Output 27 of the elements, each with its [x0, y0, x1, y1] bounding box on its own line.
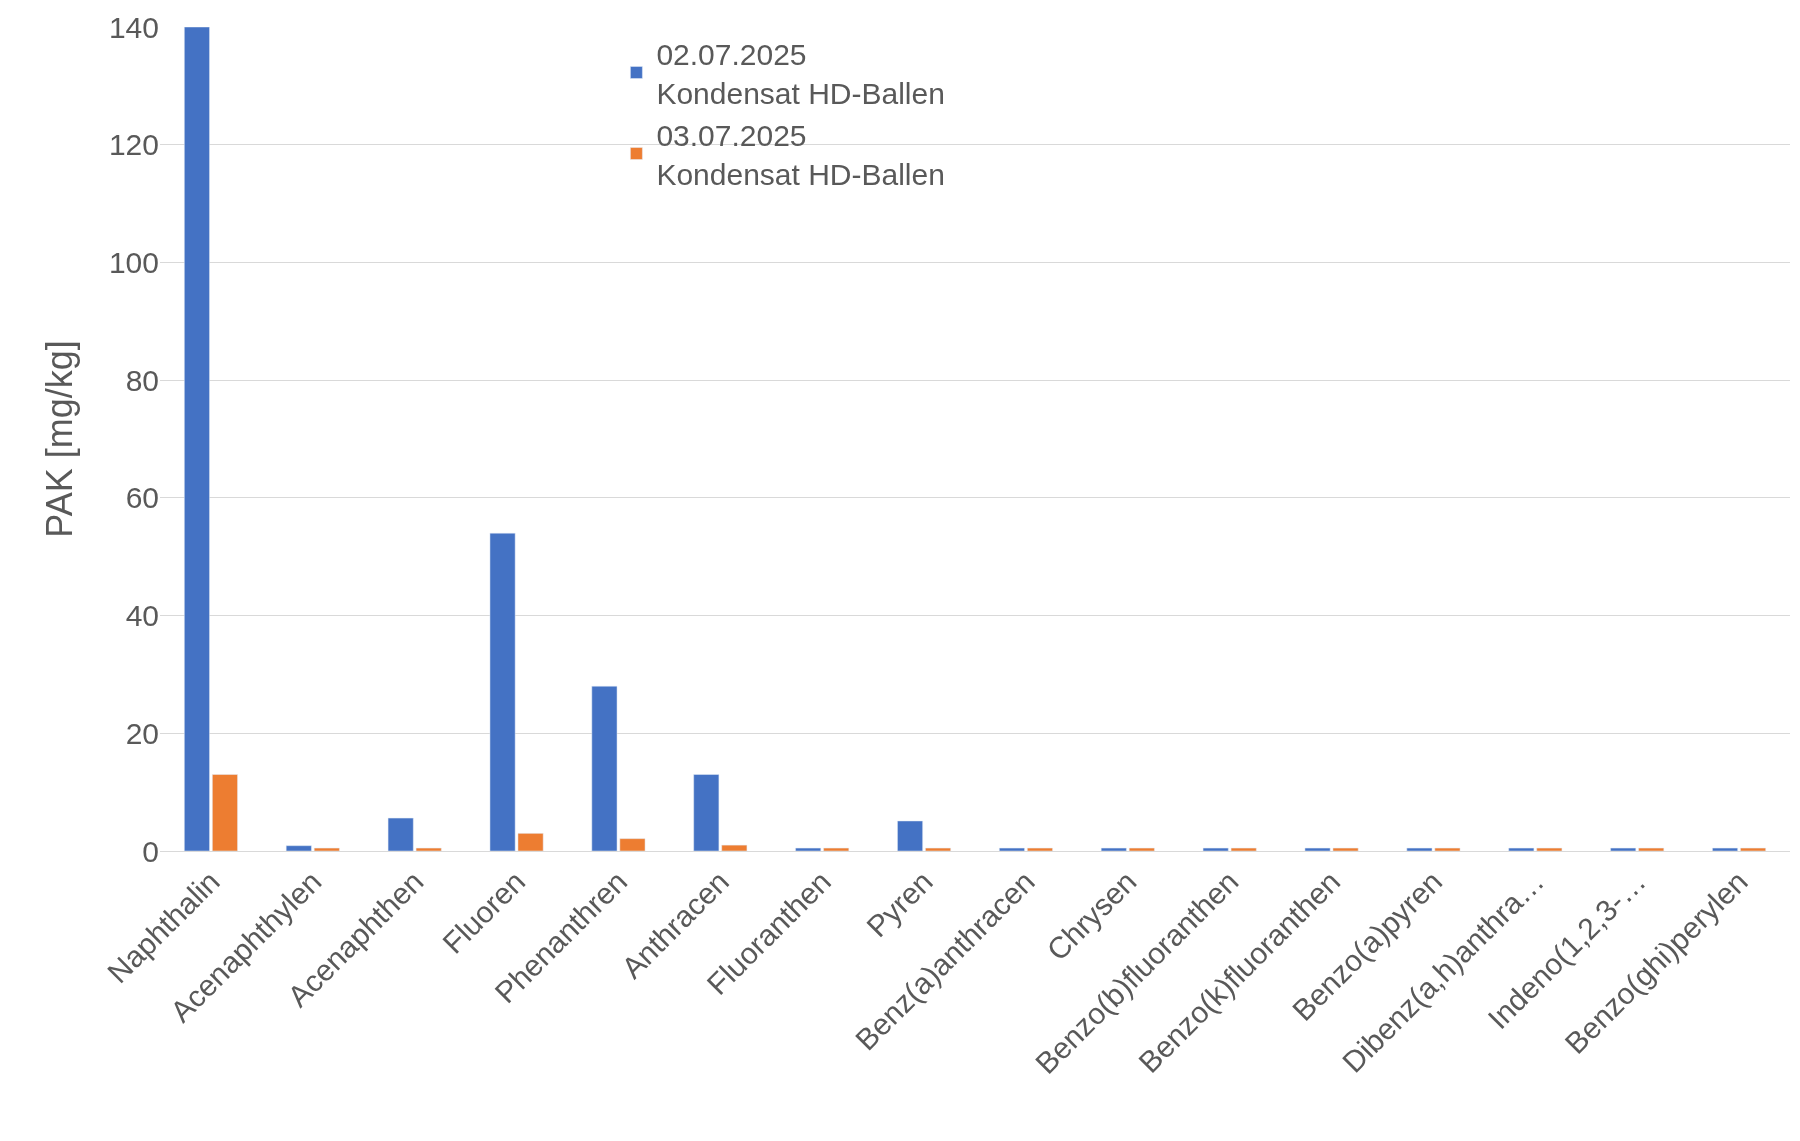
y-tick-label: 60: [125, 481, 159, 515]
bar: [1610, 847, 1637, 851]
bar: [1128, 847, 1155, 851]
bar: [823, 847, 850, 851]
bar: [897, 820, 923, 851]
y-tick-label: 80: [125, 363, 159, 397]
legend-label: 03.07.2025 Kondensat HD-Ballen: [656, 118, 945, 191]
y-tick-label: 140: [108, 10, 159, 44]
bar: [1712, 847, 1738, 851]
bar: [1100, 847, 1127, 851]
bar: [1740, 847, 1766, 851]
y-tick-label: 100: [108, 245, 159, 279]
bar: [313, 847, 340, 851]
bar: [212, 774, 238, 851]
bar: [184, 27, 210, 851]
y-axis-title: PAK [mg/kg]: [38, 340, 80, 538]
bar: [999, 847, 1025, 851]
bar: [795, 847, 822, 851]
bar: [285, 845, 312, 851]
y-tick-label: 120: [108, 128, 159, 162]
y-tick-label: 20: [125, 716, 159, 750]
bar: [1638, 847, 1665, 851]
legend-label: 02.07.2025 Kondensat HD-Ballen: [656, 37, 945, 110]
bar: [1027, 847, 1053, 851]
bar: [925, 847, 951, 851]
y-tick-label: 40: [125, 599, 159, 633]
y-tick-label: 0: [142, 834, 159, 868]
